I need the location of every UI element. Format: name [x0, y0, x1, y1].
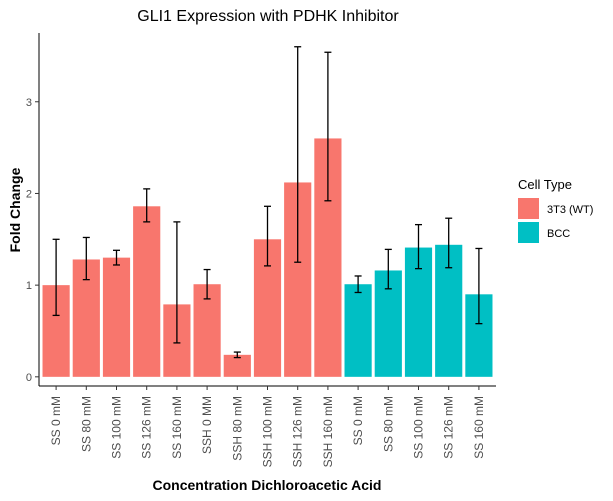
bar [102, 257, 131, 377]
legend-swatch [518, 222, 539, 243]
legend-title: Cell Type [518, 177, 572, 192]
y-axis-title: Fold Change [7, 167, 23, 252]
x-tick-label: SS 80 mM [381, 396, 395, 452]
x-tick-label: SSH 80 mM [230, 396, 244, 461]
x-tick-label: SS 160 mM [170, 396, 184, 459]
x-tick-label: SSH 160 mM [321, 396, 335, 467]
x-tick-label: SSH 126 mM [291, 396, 305, 467]
x-tick-label: SS 160 mM [472, 396, 486, 459]
legend-label: 3T3 (WT) [547, 204, 593, 216]
x-tick-label: SSH 100 mM [261, 396, 275, 467]
x-tick-label: SS 100 mM [412, 396, 426, 459]
legend-swatch [518, 198, 539, 219]
bar [193, 284, 221, 377]
x-tick-label: SS 0 mM [351, 396, 365, 445]
x-tick-label: SS 80 mM [79, 396, 93, 452]
x-ticks: SS 0 mM SS 80 mM SS 100 mM SS 126 mM SS 160 … [49, 386, 486, 467]
legend-label: BCC [547, 228, 570, 240]
y-tick-label: 0 [26, 372, 32, 384]
y-tick-label: 3 [26, 97, 32, 109]
y-tick-label: 1 [26, 280, 32, 292]
chart-title: GLI1 Expression with PDHK Inhibitor [137, 8, 399, 25]
x-tick-label: SS 0 mM [49, 396, 63, 445]
bar [133, 206, 161, 377]
y-tick-label: 2 [26, 188, 32, 200]
errorbars-layer [52, 46, 483, 359]
bar [344, 284, 372, 377]
x-tick-label: SS 100 mM [110, 396, 124, 459]
bar [223, 354, 251, 377]
x-tick-label: SS 126 mM [140, 396, 154, 459]
y-ticks: 0 1 2 3 [26, 97, 39, 384]
legend: Cell Type 3T3 (WT) BCC [518, 177, 593, 243]
x-tick-label: SS 126 mM [442, 396, 456, 459]
x-axis-title: Concentration Dichloroacetic Acid [153, 477, 382, 493]
x-tick-label: SSH 0 MM [200, 396, 214, 454]
